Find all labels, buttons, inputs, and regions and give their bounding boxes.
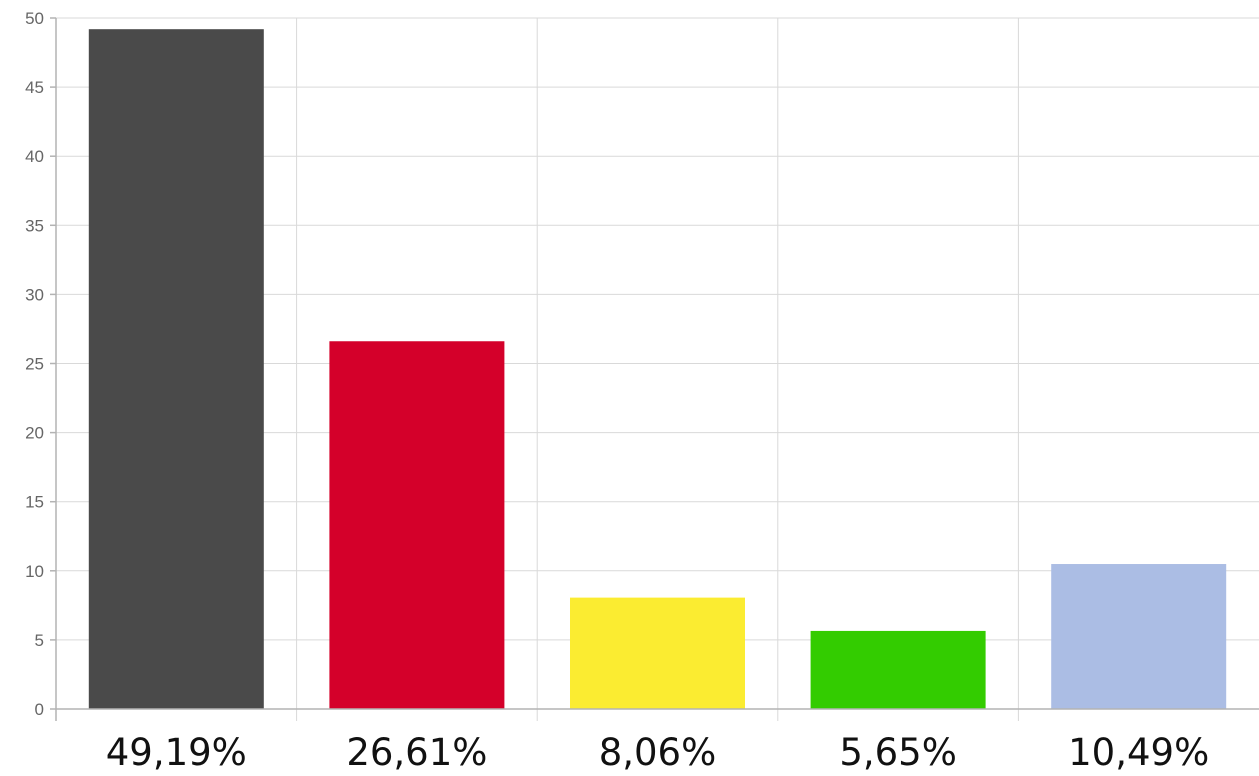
y-tick-label-9: 45	[25, 78, 44, 97]
y-tick-label-6: 30	[25, 285, 44, 304]
y-tick-label-8: 40	[25, 147, 44, 166]
y-tick-label-5: 25	[25, 355, 44, 374]
bar-1	[88, 29, 264, 709]
y-tick-label-3: 15	[25, 493, 44, 512]
y-tick-label-10: 50	[25, 9, 44, 28]
x-tick-label-4: 5,65%	[839, 731, 957, 774]
bar-3	[570, 597, 745, 709]
x-tick-label-5: 10,49%	[1068, 731, 1209, 774]
x-tick-label-1: 49,19%	[106, 731, 247, 774]
bar-4	[810, 630, 986, 709]
x-tick-label-3: 8,06%	[599, 731, 717, 774]
axis-layer	[50, 17, 1259, 721]
x-tick-label-2: 26,61%	[346, 731, 487, 774]
y-tick-label-4: 20	[25, 424, 44, 443]
label-layer: 0 5 10 15 20 25 30 35 40 45 50 49,19% 26,61% 8,06% 5,6…	[25, 9, 1209, 774]
bar-5	[1051, 564, 1227, 709]
bar-layer	[88, 29, 1227, 709]
y-tick-label-7: 35	[25, 216, 44, 235]
bar-2	[329, 341, 505, 709]
y-tick-label-0: 0	[35, 700, 44, 719]
y-tick-label-2: 10	[25, 562, 44, 581]
y-tick-label-1: 5	[35, 631, 44, 650]
